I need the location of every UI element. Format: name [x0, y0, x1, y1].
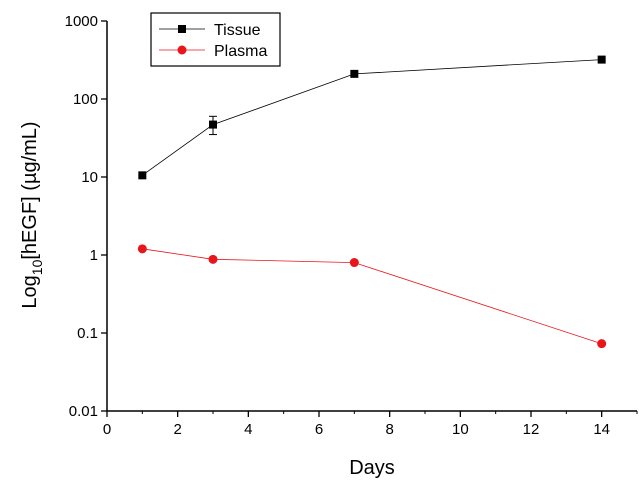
legend-entry-plasma: Plasma [159, 43, 267, 60]
legend-marker [177, 45, 187, 55]
x-tick-label: 0 [103, 421, 111, 438]
x-tick-label: 12 [523, 421, 540, 438]
data-point [349, 258, 359, 268]
y-axis-label: Log10[hEGF] (µg/mL) [19, 121, 45, 308]
series-layer [137, 55, 607, 349]
legend-label: Tissue [214, 22, 261, 39]
y-axis-label-rest: [hEGF] (µg/mL) [19, 121, 41, 259]
x-tick-label: 8 [385, 421, 393, 438]
legend-marker [178, 25, 186, 33]
y-axis-label-subscript: 10 [29, 259, 45, 275]
data-point [209, 120, 217, 129]
x-axis-label: Days [349, 457, 395, 479]
x-tick-label: 14 [593, 421, 610, 438]
y-tick-label: 0.01 [69, 403, 98, 420]
x-tick-label: 2 [173, 421, 181, 438]
data-point [597, 55, 606, 64]
legend-entry-tissue: Tissue [159, 22, 261, 39]
series-line-plasma [142, 248, 602, 345]
y-tick-label: 1000 [65, 13, 98, 30]
data-point [597, 339, 607, 349]
data-point [350, 69, 359, 78]
data-point [208, 254, 218, 264]
y-tick-label: 1 [90, 247, 98, 264]
y-tick-label: 10 [81, 169, 98, 186]
data-point [137, 244, 147, 254]
series-tissue [138, 55, 606, 180]
x-tick-label: 6 [315, 421, 323, 438]
legend-box [150, 12, 281, 67]
series-line-tissue [142, 59, 602, 176]
x-tick-label: 4 [244, 421, 252, 438]
data-point [138, 171, 147, 180]
legend: Tissue Plasma [150, 12, 281, 67]
series-plasma [137, 244, 607, 349]
legend-label: Plasma [214, 43, 267, 60]
y-tick-label: 100 [73, 91, 98, 108]
y-tick-label: 0.1 [77, 325, 98, 342]
x-tick-label: 10 [452, 421, 469, 438]
axes: 0 2 4 6 8 10 12 14 0.01 0.1 1 10 100 1000 [65, 13, 638, 438]
y-axis-label-main: Log [19, 275, 41, 308]
